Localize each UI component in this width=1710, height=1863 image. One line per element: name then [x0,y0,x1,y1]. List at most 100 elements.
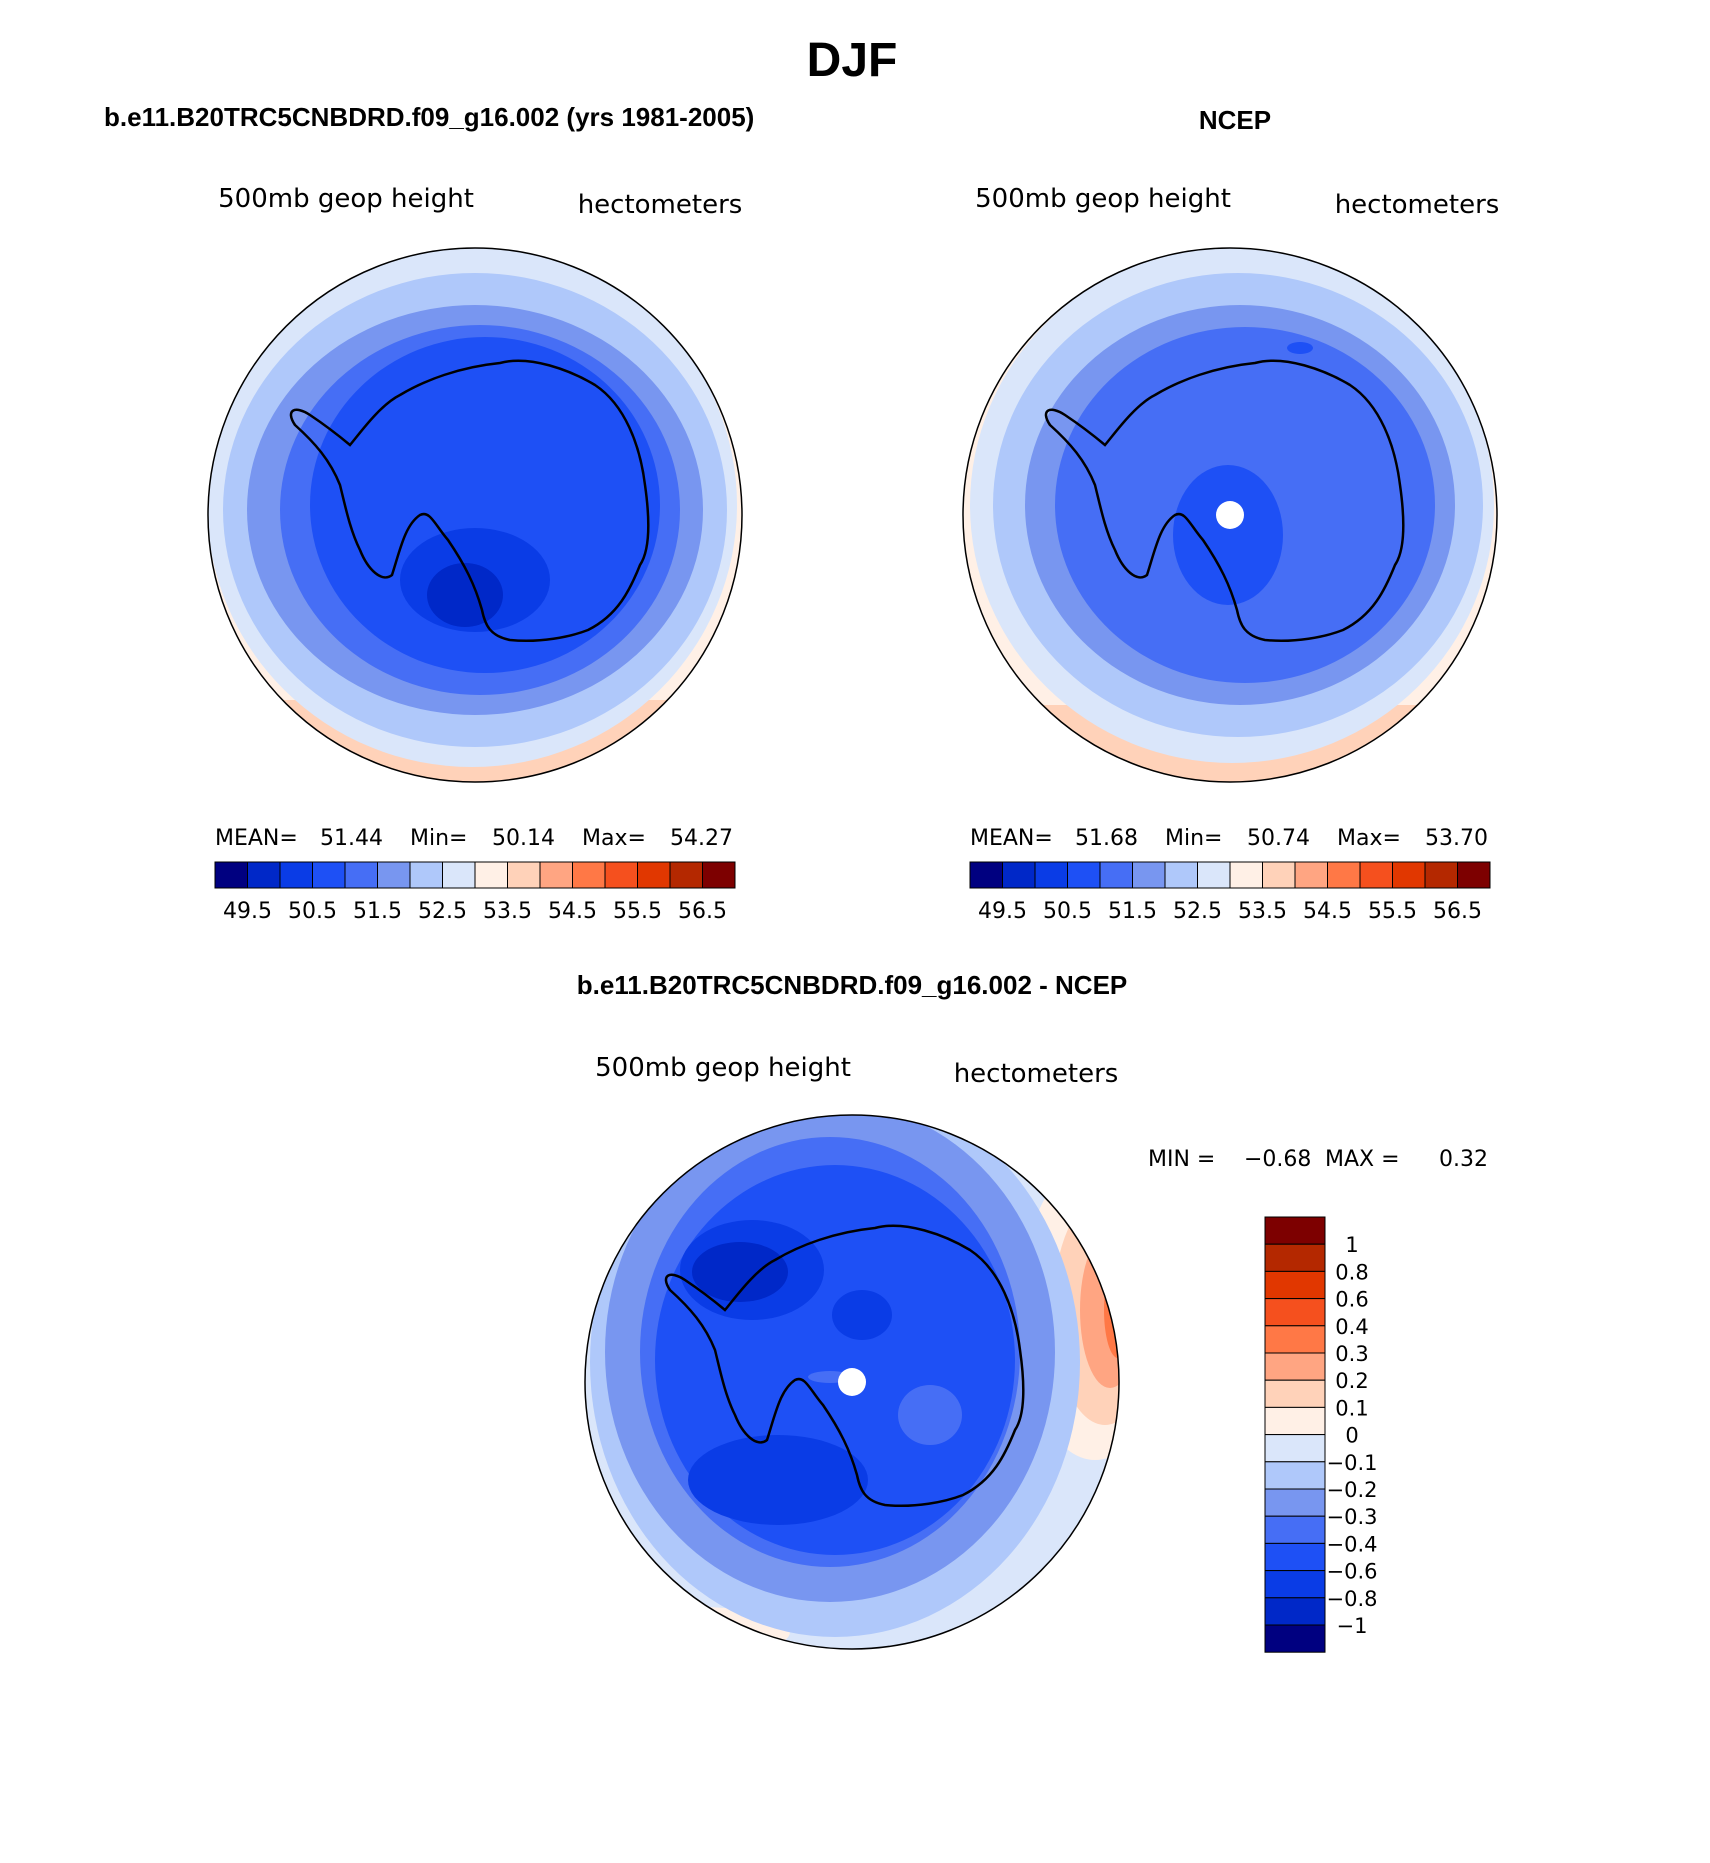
colorbar-tick-label: 54.5 [1303,899,1352,924]
colorbar-swatch [1132,861,1166,889]
mean-label: MEAN= [215,826,298,851]
colorbar-swatch [344,861,378,889]
right-label: hectometers [954,1059,1119,1089]
colorbar-tick-label: −0.3 [1327,1505,1378,1529]
colorbar-tick-label: 53.5 [483,899,532,924]
colorbar-tick-label: 0.4 [1335,1315,1368,1339]
colorbar-swatch [312,861,346,889]
colorbar-tick-label: 50.5 [1043,899,1092,924]
colorbar-swatch [1262,861,1296,889]
colorbar-swatch [1457,861,1491,889]
colorbar-ticks: 49.5 50.5 51.5 52.5 53.5 54.5 55.5 56.5 [978,899,1482,924]
colorbar-swatch [247,861,281,889]
colorbar-tick-label: 49.5 [978,899,1027,924]
colorbar-swatch [1002,861,1036,889]
colorbar-ticks: 1 0.8 0.6 0.4 0.3 0.2 0.1 0 −0.1 −0.2 −0.3 −0.4 −0.6… [1327,1233,1378,1638]
pole-mask [1216,501,1244,529]
left-label: 500mb geop height [595,1053,851,1083]
colorbar-swatch [1264,1570,1326,1599]
colorbar-swatch [1264,1379,1326,1408]
colorbar-tick-label: 51.5 [1108,899,1157,924]
colorbar-tick-label: −0.2 [1327,1478,1378,1502]
colorbar-tick-label: 0.6 [1335,1288,1368,1312]
panel-title: NCEP [1199,105,1271,135]
colorbar-swatch [1264,1406,1326,1436]
colorbar-tick-label: −1 [1337,1614,1368,1638]
colorbar-swatch [1264,1597,1326,1626]
colorbar-swatch [702,861,736,889]
min-label: Min= [410,826,467,851]
colorbar-tick-label: 0.2 [1335,1369,1368,1393]
colorbar-swatch [1099,861,1133,889]
colorbar-tick-label: 53.5 [1238,899,1287,924]
max-value: 0.32 [1439,1147,1488,1172]
colorbar-swatch [409,861,443,889]
colorbar-swatch [1264,1461,1326,1490]
colorbar-tick-label: −0.8 [1327,1587,1378,1611]
min-label: MIN = [1148,1147,1215,1172]
colorbar [1264,1216,1326,1653]
colorbar-swatch [669,861,703,889]
colorbar-tick-label: 1 [1345,1233,1358,1257]
colorbar-swatch [1359,861,1393,889]
figure-title: DJF [807,34,898,87]
left-label: 500mb geop height [975,184,1231,214]
colorbar-swatch [1067,861,1101,889]
right-label: hectometers [578,190,743,220]
colorbar-tick-label: 56.5 [678,899,727,924]
colorbar-swatch [1264,1270,1326,1300]
colorbar-swatch [1034,861,1068,889]
colorbar-swatch [1264,1434,1326,1463]
colorbar-swatch [1264,1325,1326,1354]
max-label: Max= [582,826,646,851]
colorbar-tick-label: 0 [1345,1424,1358,1448]
colorbar-swatch [1264,1352,1326,1381]
colorbar-tick-label: 0.8 [1335,1260,1368,1284]
colorbar-swatch [1392,861,1426,889]
panel-model: b.e11.B20TRC5CNBDRD.f09_g16.002 (yrs 198… [104,102,754,924]
colorbar-swatch [1327,861,1361,889]
colorbar-swatch [377,861,411,889]
colorbar [969,861,1491,889]
max-value: 53.70 [1425,826,1488,851]
colorbar-tick-label: 54.5 [548,899,597,924]
colorbar-tick-label: −0.6 [1327,1560,1378,1584]
max-label: MAX = [1325,1147,1400,1172]
colorbar-swatch [442,861,476,889]
colorbar-ticks: 49.5 50.5 51.5 52.5 53.5 54.5 55.5 56.5 [223,899,727,924]
colorbar-tick-label: 51.5 [353,899,402,924]
colorbar-swatch [507,861,541,889]
colorbar-swatch [1264,1298,1326,1327]
colorbar-swatch [1424,861,1458,889]
min-label: Min= [1165,826,1222,851]
min-value: 50.74 [1247,826,1310,851]
colorbar-swatch [1264,1515,1326,1544]
colorbar-tick-label: 0.3 [1335,1342,1368,1366]
min-max-label: MIN = −0.68 MAX = 0.32 [1148,1147,1488,1172]
panel-difference: b.e11.B20TRC5CNBDRD.f09_g16.002 - NCEP 5… [577,970,1488,1653]
panel-title: b.e11.B20TRC5CNBDRD.f09_g16.002 - NCEP [577,970,1128,1000]
colorbar-tick-label: 49.5 [223,899,272,924]
stats-line: MEAN= 51.44 Min= 50.14 Max= 54.27 [215,826,733,851]
min-value: −0.68 [1244,1147,1311,1172]
colorbar-swatch [279,861,313,889]
colorbar-tick-label: 50.5 [288,899,337,924]
map-boundary [584,1114,1120,1650]
colorbar-swatch [1264,1216,1326,1245]
colorbar-swatch [1164,861,1198,889]
colorbar-tick-label: 52.5 [1173,899,1222,924]
colorbar-tick-label: −0.4 [1327,1532,1378,1556]
map-boundary [207,247,743,783]
pole-mask [838,1368,866,1396]
colorbar-swatch [214,861,248,889]
mean-label: MEAN= [970,826,1053,851]
colorbar-tick-label: 0.1 [1335,1396,1368,1420]
colorbar-tick-label: −0.1 [1327,1451,1378,1475]
colorbar-swatch [474,861,508,889]
colorbar-swatch [604,861,638,889]
colorbar-swatch [1264,1542,1326,1572]
colorbar-swatch [1264,1488,1326,1517]
colorbar-swatch [539,861,573,889]
colorbar [214,861,736,889]
